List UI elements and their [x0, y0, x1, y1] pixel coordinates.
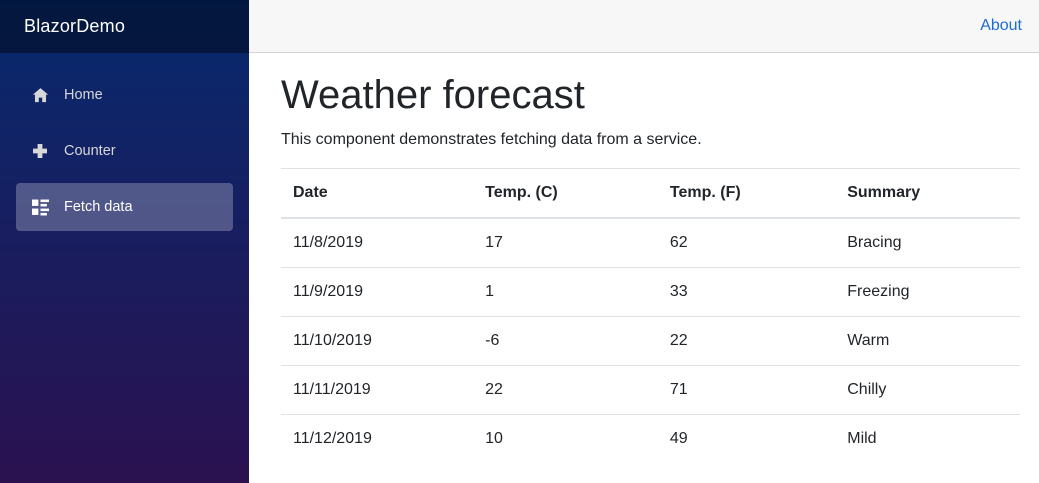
sidebar-item-fetch-data[interactable]: Fetch data	[16, 183, 233, 231]
table-cell: 22	[473, 365, 658, 415]
page-content: Weather forecast This component demonstr…	[249, 53, 1039, 463]
table-row: 11/8/2019 17 62 Bracing	[281, 217, 1020, 268]
nav-item-fetchdata-wrap: Fetch data	[0, 183, 249, 239]
table-cell: 17	[473, 217, 658, 268]
table-cell: Mild	[835, 414, 1020, 463]
plus-icon	[32, 143, 64, 159]
brand-bar: BlazorDemo	[0, 0, 249, 53]
column-header-temp-f: Temp. (F)	[657, 168, 836, 219]
forecast-table-body: 11/8/2019 17 62 Bracing 11/9/2019 1 33 Freezing…	[281, 217, 1020, 463]
nav-menu: Home Counter	[0, 53, 249, 239]
table-cell: Warm	[835, 316, 1020, 366]
column-header-temp-c: Temp. (C)	[473, 168, 658, 219]
forecast-table-head: Date Temp. (C) Temp. (F) Summary	[281, 168, 1020, 219]
app-brand-link[interactable]: BlazorDemo	[24, 16, 126, 36]
table-cell: 11/11/2019	[281, 365, 474, 415]
sidebar-item-label: Home	[64, 87, 103, 103]
table-header-row: Date Temp. (C) Temp. (F) Summary	[281, 168, 1020, 219]
page-title: Weather forecast	[281, 73, 585, 117]
table-cell: Bracing	[835, 217, 1020, 268]
top-bar: About	[249, 0, 1039, 53]
table-cell: Freezing	[835, 267, 1020, 317]
table-cell: 10	[473, 414, 658, 463]
nav-item-home-wrap: Home	[0, 71, 249, 127]
table-cell: 49	[657, 414, 836, 463]
table-row: 11/10/2019 -6 22 Warm	[281, 316, 1020, 366]
table-cell: 33	[657, 267, 836, 317]
sidebar-item-label: Fetch data	[64, 199, 133, 215]
sidebar: BlazorDemo Home	[0, 0, 249, 483]
table-cell: 1	[473, 267, 658, 317]
table-row: 11/12/2019 10 49 Mild	[281, 414, 1020, 463]
home-icon	[32, 87, 64, 104]
page-subtitle: This component demonstrates fetching dat…	[281, 131, 702, 148]
sidebar-item-counter[interactable]: Counter	[16, 127, 233, 175]
table-cell: -6	[473, 316, 658, 366]
column-header-summary: Summary	[835, 168, 1020, 219]
table-row: 11/9/2019 1 33 Freezing	[281, 267, 1020, 317]
table-cell: 11/10/2019	[281, 316, 474, 366]
main-area: About Weather forecast This component de…	[249, 0, 1039, 483]
about-link[interactable]: About	[980, 17, 1022, 34]
table-cell: 11/8/2019	[281, 217, 474, 268]
table-cell: 11/12/2019	[281, 414, 474, 463]
sidebar-item-label: Counter	[64, 143, 116, 159]
list-rich-icon	[32, 199, 64, 216]
column-header-date: Date	[281, 168, 474, 219]
table-cell: 11/9/2019	[281, 267, 474, 317]
sidebar-item-home[interactable]: Home	[16, 71, 233, 119]
table-row: 11/11/2019 22 71 Chilly	[281, 365, 1020, 415]
table-cell: Chilly	[835, 365, 1020, 415]
nav-item-counter-wrap: Counter	[0, 127, 249, 183]
table-cell: 62	[657, 217, 836, 268]
table-cell: 22	[657, 316, 836, 366]
forecast-table: Date Temp. (C) Temp. (F) Summary 11/8/20…	[281, 168, 1020, 463]
table-cell: 71	[657, 365, 836, 415]
